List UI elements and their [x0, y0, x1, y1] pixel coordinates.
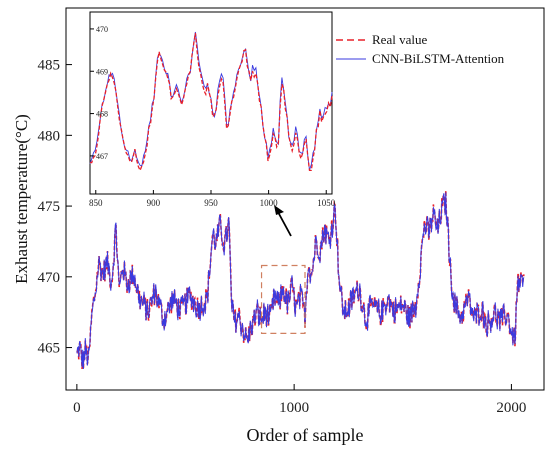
y-tick-label: 485: [38, 58, 61, 74]
y-tick-label: 465: [38, 341, 61, 357]
legend: Real value CNN-BiLSTM-Attention: [336, 32, 505, 66]
inset-plot: 850 900 950 1000 1050 467 468 469 470: [89, 11, 336, 208]
x-axis-label: Order of sample: [247, 425, 364, 445]
inset-plot-frame: [89, 11, 333, 195]
inset-y-tick-label: 469: [96, 67, 108, 76]
x-tick-label: 1000: [279, 400, 309, 416]
main-y-axis: 465 470 475 480 485: [38, 58, 72, 357]
inset-series-cnn-bilstm-attention: [89, 31, 333, 171]
x-tick-label: 2000: [496, 400, 526, 416]
inset-y-tick-label: 468: [96, 110, 108, 119]
inset-arrow: [274, 205, 292, 237]
y-axis-label: Exhaust temperature(°C): [12, 114, 31, 284]
inset-series-group: [89, 31, 333, 173]
inset-y-tick-label: 470: [96, 25, 108, 34]
inset-y-tick-label: 467: [96, 152, 108, 161]
inset-x-tick-label: 1050: [317, 198, 336, 208]
zoom-region-box: [260, 264, 306, 335]
inset-series-real-value: [89, 32, 333, 173]
main-series-group: [76, 190, 525, 370]
main-x-axis: 0 1000 2000: [73, 384, 526, 416]
inset-y-axis: 467 468 469 470: [90, 25, 108, 161]
legend-label-real: Real value: [372, 32, 427, 47]
inset-x-tick-label: 1000: [260, 198, 279, 208]
y-tick-label: 475: [38, 199, 61, 215]
x-tick-label: 0: [73, 400, 81, 416]
inset-x-axis: 850 900 950 1000 1050: [89, 190, 336, 208]
inset-x-tick-label: 900: [147, 198, 161, 208]
legend-label-predicted: CNN-BiLSTM-Attention: [372, 51, 505, 66]
y-tick-label: 480: [38, 128, 61, 144]
series-cnn-bilstm-attention: [76, 192, 525, 370]
inset-x-tick-label: 850: [89, 198, 103, 208]
inset-x-tick-label: 950: [204, 198, 218, 208]
y-tick-label: 470: [38, 270, 61, 286]
